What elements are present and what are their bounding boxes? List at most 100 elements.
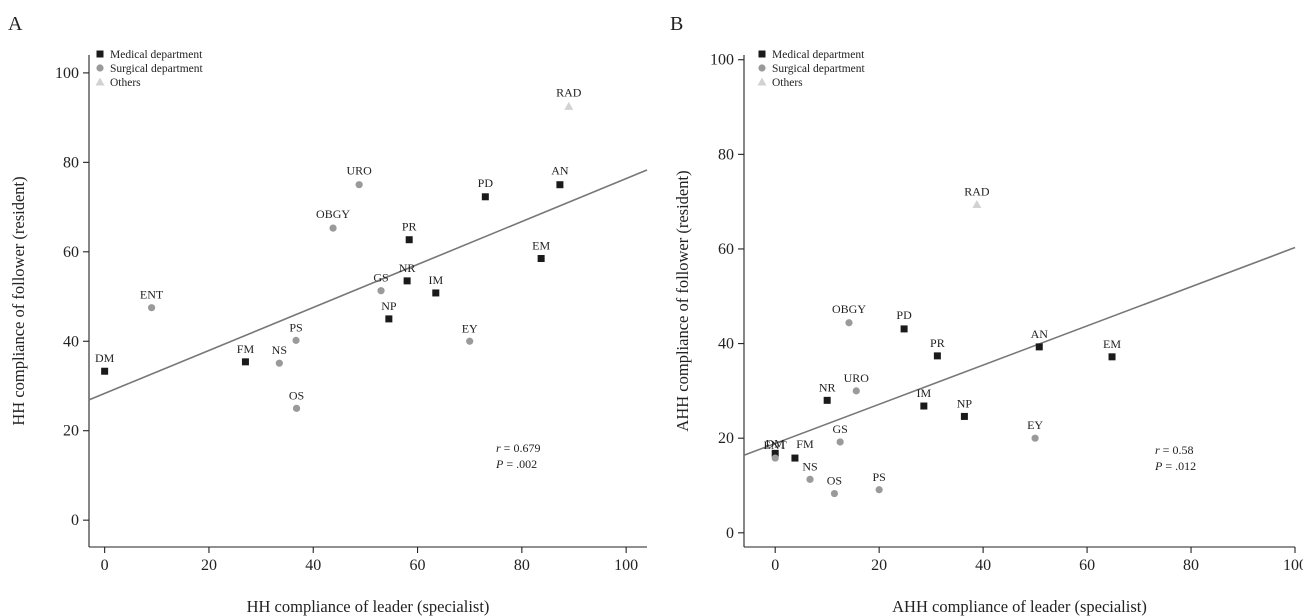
stat-p: P = .002 bbox=[495, 457, 537, 471]
y-tick-label: 0 bbox=[71, 512, 79, 529]
data-point-ns bbox=[806, 475, 814, 483]
data-point-pr bbox=[933, 352, 941, 360]
y-axis-title: AHH compliance of follower (resident) bbox=[673, 170, 692, 431]
y-tick-label: 40 bbox=[63, 333, 79, 350]
legend-label-surgical: Surgical department bbox=[110, 63, 204, 75]
legend-label-medical: Medical department bbox=[772, 49, 865, 61]
data-point-em bbox=[1108, 353, 1116, 361]
data-point-np bbox=[385, 315, 393, 323]
data-point-obgy bbox=[329, 224, 337, 232]
point-label-an: AN bbox=[1031, 327, 1049, 341]
data-point-ey bbox=[1031, 434, 1039, 442]
y-tick-label: 20 bbox=[718, 430, 734, 447]
data-point-nr bbox=[403, 277, 411, 285]
x-tick-label: 40 bbox=[975, 557, 991, 574]
point-label-ns: NS bbox=[272, 343, 287, 357]
point-label-fm: FM bbox=[237, 342, 255, 356]
point-label-os: OS bbox=[827, 474, 842, 488]
point-label-np: NP bbox=[381, 299, 397, 313]
legend: Medical department Surgical department Oth… bbox=[95, 49, 204, 89]
legend-label-others: Others bbox=[110, 77, 141, 89]
data-point-an bbox=[556, 181, 564, 189]
data-point-uro bbox=[355, 181, 363, 189]
point-label-dm: DM bbox=[766, 436, 786, 450]
point-label-an: AN bbox=[551, 164, 569, 178]
y-tick-label: 100 bbox=[55, 65, 79, 82]
data-point-ent bbox=[771, 454, 779, 462]
point-label-rad: RAD bbox=[556, 85, 582, 99]
data-point-rad bbox=[564, 101, 574, 110]
point-label-obgy: OBGY bbox=[832, 302, 866, 316]
x-tick-label: 40 bbox=[305, 557, 321, 574]
point-label-fm: FM bbox=[796, 437, 814, 451]
data-point-nr bbox=[823, 396, 831, 404]
point-label-obgy: OBGY bbox=[316, 207, 350, 221]
data-point-fm bbox=[791, 454, 799, 462]
point-label-pr: PR bbox=[930, 336, 945, 350]
point-label-ps: PS bbox=[872, 470, 885, 484]
x-tick-label: 20 bbox=[201, 557, 217, 574]
data-point-os bbox=[292, 404, 301, 412]
data-point-gs bbox=[836, 438, 844, 446]
legend-marker-surgical bbox=[96, 64, 104, 72]
y-tick-label: 60 bbox=[63, 244, 79, 261]
x-tick-label: 60 bbox=[410, 557, 426, 574]
point-label-nr: NR bbox=[399, 261, 416, 275]
point-label-nr: NR bbox=[819, 380, 836, 394]
data-point-pr bbox=[405, 236, 413, 244]
data-point-im bbox=[920, 402, 928, 410]
data-point-fm bbox=[241, 358, 249, 366]
legend-label-others: Others bbox=[772, 77, 803, 89]
point-label-ps: PS bbox=[289, 320, 302, 334]
point-label-gs: GS bbox=[373, 271, 388, 285]
x-tick-label: 80 bbox=[1183, 557, 1199, 574]
legend-label-medical: Medical department bbox=[110, 49, 203, 61]
legend-marker-surgical bbox=[758, 64, 766, 72]
x-tick-label: 100 bbox=[1283, 557, 1303, 574]
data-point-gs bbox=[377, 287, 385, 295]
y-axis-title: HH compliance of follower (resident) bbox=[9, 176, 28, 425]
data-point-dm bbox=[101, 367, 109, 375]
point-label-uro: URO bbox=[844, 371, 870, 385]
regression-line bbox=[88, 169, 648, 401]
data-point-em bbox=[537, 255, 545, 263]
y-tick-label: 0 bbox=[726, 525, 734, 542]
point-label-em: EM bbox=[532, 239, 550, 253]
point-label-pd: PD bbox=[478, 176, 494, 190]
data-point-rad bbox=[972, 199, 982, 208]
point-label-uro: URO bbox=[346, 164, 372, 178]
x-tick-label: 0 bbox=[771, 557, 779, 574]
point-label-ey: EY bbox=[462, 321, 478, 335]
x-tick-label: 100 bbox=[614, 557, 638, 574]
point-label-ent: ENT bbox=[764, 438, 788, 452]
data-point-ps bbox=[292, 336, 300, 344]
stat-p: P = .012 bbox=[1154, 459, 1196, 473]
point-label-im: IM bbox=[428, 273, 443, 287]
data-point-obgy bbox=[845, 319, 853, 327]
legend-marker-medical bbox=[96, 50, 104, 58]
data-point-an bbox=[1035, 343, 1043, 351]
x-tick-label: 60 bbox=[1079, 557, 1095, 574]
point-label-em: EM bbox=[1103, 337, 1121, 351]
y-tick-label: 80 bbox=[718, 146, 734, 163]
point-label-np: NP bbox=[957, 396, 973, 410]
point-label-ns: NS bbox=[802, 459, 817, 473]
data-point-uro bbox=[852, 387, 860, 395]
panel-letter: B bbox=[670, 13, 683, 35]
point-label-im: IM bbox=[917, 386, 932, 400]
y-tick-label: 20 bbox=[63, 423, 79, 440]
y-tick-label: 100 bbox=[710, 52, 734, 69]
y-tick-label: 40 bbox=[718, 336, 734, 353]
regression-line bbox=[743, 246, 1296, 456]
point-label-ey: EY bbox=[1027, 418, 1043, 432]
data-point-ey bbox=[466, 337, 474, 345]
legend-marker-others bbox=[95, 77, 105, 86]
legend: Medical department Surgical department Oth… bbox=[757, 49, 866, 89]
legend-marker-medical bbox=[758, 50, 766, 58]
point-label-gs: GS bbox=[832, 422, 847, 436]
data-point-np bbox=[960, 412, 968, 420]
x-axis-title: HH compliance of leader (specialist) bbox=[247, 597, 490, 616]
point-label-dm: DM bbox=[95, 351, 115, 365]
point-label-os: OS bbox=[289, 388, 304, 402]
